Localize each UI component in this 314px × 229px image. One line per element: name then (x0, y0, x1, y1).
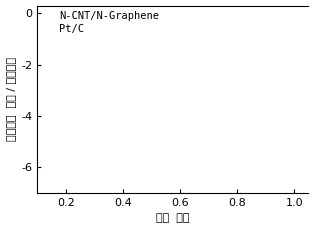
Text: N-CNT/N-Graphene
Pt/C: N-CNT/N-Graphene Pt/C (59, 11, 159, 34)
X-axis label: 电势  伏特: 电势 伏特 (156, 213, 190, 224)
Y-axis label: 电流密度  毫安 / 平方厘米: 电流密度 毫安 / 平方厘米 (6, 57, 16, 141)
